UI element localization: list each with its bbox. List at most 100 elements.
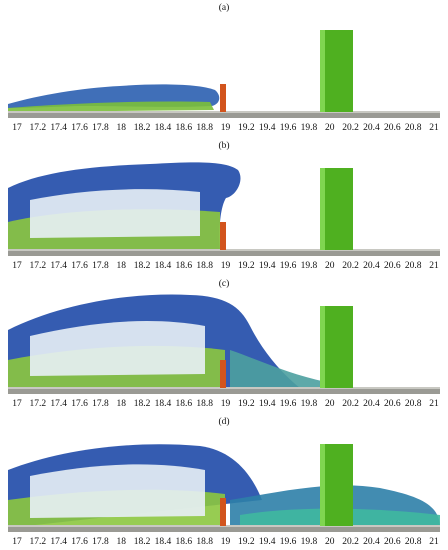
plate — [220, 84, 226, 112]
wave — [30, 464, 205, 518]
x-tick-label: 19.6 — [280, 537, 297, 547]
x-tick-label: 21 — [429, 399, 439, 409]
x-tick-label: 20 — [325, 261, 335, 271]
block-side — [320, 306, 325, 388]
panel: (b) 17 17.2 17.4 17.6 17.8 18 18.2 18.4 18.6 18.8 1… — [8, 140, 440, 271]
x-tick-label: 20.6 — [384, 261, 401, 271]
x-tick-label: 17.6 — [71, 261, 88, 271]
x-tick-label: 18.6 — [175, 399, 192, 409]
x-tick-label: 20.4 — [363, 537, 380, 547]
x-tick-label: 17 — [12, 537, 22, 547]
x-tick-label: 18.6 — [175, 123, 192, 133]
block — [325, 30, 353, 112]
x-tick-label: 17.6 — [71, 123, 88, 133]
x-tick-label: 19.4 — [259, 537, 276, 547]
x-tick-label: 19.6 — [280, 261, 297, 271]
x-tick-label: 19.8 — [301, 123, 318, 133]
panel: (d) 17 17.2 17.4 17.6 17.8 18 18.2 18.4 18.6 18.8 1… — [8, 416, 440, 547]
x-tick-label: 19.4 — [259, 261, 276, 271]
x-tick-label: 19 — [221, 123, 231, 133]
x-tick-label: 19 — [221, 399, 231, 409]
x-tick-label: 19.2 — [238, 261, 255, 271]
x-tick-label: 17.4 — [50, 399, 67, 409]
panel-label: (c) — [219, 278, 230, 289]
x-tick-label: 20.4 — [363, 261, 380, 271]
x-tick-label: 21 — [429, 123, 439, 133]
x-tick-label: 20.2 — [342, 123, 359, 133]
x-tick-label: 18.8 — [196, 537, 213, 547]
ground — [8, 112, 440, 118]
block-side — [320, 444, 325, 526]
x-tick-label: 20.2 — [342, 537, 359, 547]
panel: (a) 17 17.2 17.4 17.6 17.8 18 18.2 18.4 18.6 18.8 1… — [8, 2, 440, 133]
x-tick-label: 18.4 — [155, 537, 172, 547]
block — [325, 444, 353, 526]
x-tick-label: 17.6 — [71, 537, 88, 547]
block-side — [320, 30, 325, 112]
x-tick-label: 18.2 — [134, 399, 151, 409]
x-tick-label: 20.8 — [405, 123, 422, 133]
x-tick-label: 18.2 — [134, 261, 151, 271]
x-tick-label: 17.2 — [30, 261, 47, 271]
x-tick-label: 18.4 — [155, 261, 172, 271]
x-tick-label: 17.2 — [30, 399, 47, 409]
x-tick-label: 18.8 — [196, 123, 213, 133]
x-tick-label: 19.8 — [301, 537, 318, 547]
wave — [230, 350, 350, 390]
ground — [8, 526, 440, 532]
x-tick-label: 17.8 — [92, 123, 109, 133]
x-tick-label: 19 — [221, 261, 231, 271]
wave — [30, 189, 200, 238]
x-tick-label: 19.8 — [301, 399, 318, 409]
x-tick-label: 20.2 — [342, 261, 359, 271]
ground — [8, 250, 440, 256]
x-tick-label: 18 — [117, 123, 127, 133]
x-tick-label: 19 — [221, 537, 231, 547]
x-tick-label: 18.4 — [155, 123, 172, 133]
panel-label: (a) — [219, 2, 230, 13]
x-tick-label: 20.8 — [405, 261, 422, 271]
x-tick-label: 17 — [12, 399, 22, 409]
x-tick-label: 19.6 — [280, 123, 297, 133]
x-tick-label: 20.6 — [384, 123, 401, 133]
x-tick-label: 21 — [429, 537, 439, 547]
block — [325, 168, 353, 250]
x-tick-label: 18.6 — [175, 261, 192, 271]
x-tick-label: 20.6 — [384, 537, 401, 547]
x-tick-label: 21 — [429, 261, 439, 271]
plate — [220, 222, 226, 250]
x-tick-label: 19.6 — [280, 399, 297, 409]
x-tick-label: 18 — [117, 537, 127, 547]
x-tick-label: 17.4 — [50, 123, 67, 133]
ground — [8, 388, 440, 394]
x-tick-label: 19.2 — [238, 537, 255, 547]
x-tick-label: 17.6 — [71, 399, 88, 409]
x-tick-label: 17.8 — [92, 537, 109, 547]
x-tick-label: 19.2 — [238, 399, 255, 409]
x-tick-label: 18.4 — [155, 399, 172, 409]
panel-label: (b) — [218, 140, 229, 151]
x-tick-label: 20.4 — [363, 123, 380, 133]
x-tick-label: 20 — [325, 399, 335, 409]
x-tick-label: 19.4 — [259, 123, 276, 133]
x-tick-label: 20 — [325, 537, 335, 547]
x-tick-label: 18.8 — [196, 261, 213, 271]
x-tick-label: 17.2 — [30, 123, 47, 133]
x-tick-label: 17.8 — [92, 261, 109, 271]
x-tick-label: 17.4 — [50, 261, 67, 271]
panel: (c) 17 17.2 17.4 17.6 17.8 18 18.2 18.4 18.6 18.8 1… — [8, 278, 440, 409]
x-tick-label: 17.4 — [50, 537, 67, 547]
plate — [220, 498, 226, 526]
x-tick-label: 20.2 — [342, 399, 359, 409]
x-tick-label: 18.2 — [134, 123, 151, 133]
x-tick-label: 18.6 — [175, 537, 192, 547]
plate — [220, 360, 226, 388]
x-tick-label: 20.8 — [405, 399, 422, 409]
x-tick-label: 19.4 — [259, 399, 276, 409]
panel-label: (d) — [218, 416, 229, 427]
x-tick-label: 20 — [325, 123, 335, 133]
wave — [30, 321, 205, 376]
x-tick-label: 19.8 — [301, 261, 318, 271]
block-side — [320, 168, 325, 250]
